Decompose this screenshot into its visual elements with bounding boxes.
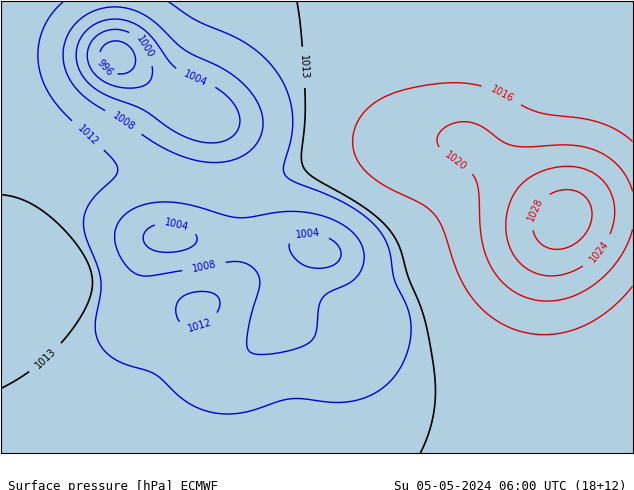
Text: 1020: 1020 bbox=[443, 149, 468, 172]
Text: 1008: 1008 bbox=[191, 260, 217, 274]
Text: 1016: 1016 bbox=[489, 84, 515, 104]
Text: 1024: 1024 bbox=[587, 239, 611, 265]
Text: 1013: 1013 bbox=[298, 55, 309, 80]
Text: 1008: 1008 bbox=[111, 111, 137, 133]
Text: 996: 996 bbox=[95, 57, 115, 78]
Text: 1004: 1004 bbox=[295, 228, 320, 240]
Text: 1000: 1000 bbox=[134, 34, 155, 60]
Text: Surface pressure [hPa] ECMWF: Surface pressure [hPa] ECMWF bbox=[8, 480, 217, 490]
Text: 1004: 1004 bbox=[164, 217, 190, 232]
Text: 1012: 1012 bbox=[75, 123, 100, 147]
Text: 1013: 1013 bbox=[34, 346, 58, 370]
Text: 1028: 1028 bbox=[526, 196, 545, 223]
Text: 1004: 1004 bbox=[183, 69, 209, 88]
Text: 1012: 1012 bbox=[186, 317, 213, 334]
Text: Su 05-05-2024 06:00 UTC (18+12): Su 05-05-2024 06:00 UTC (18+12) bbox=[394, 480, 626, 490]
